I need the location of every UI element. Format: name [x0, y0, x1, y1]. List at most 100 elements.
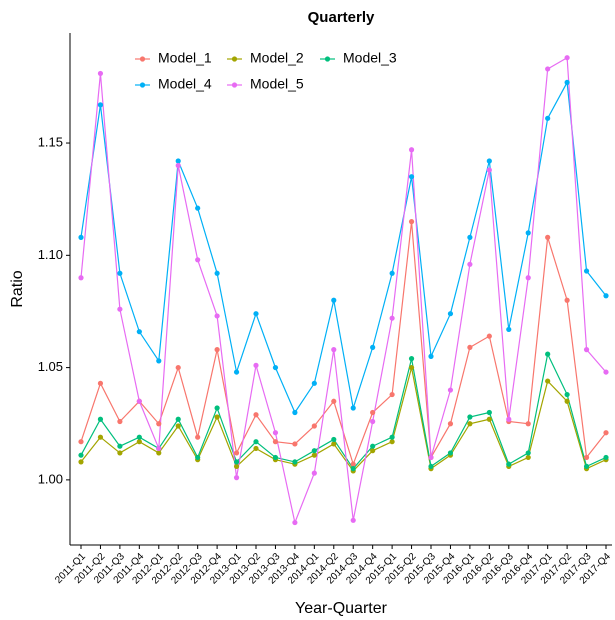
data-point — [389, 439, 395, 445]
data-point — [603, 293, 609, 299]
data-point — [78, 275, 84, 281]
legend-key-dot — [324, 56, 331, 62]
legend-key-dot — [139, 82, 146, 88]
data-point — [583, 268, 590, 274]
data-point — [564, 297, 570, 303]
y-tick-label: 1.00 — [38, 471, 63, 486]
data-point — [545, 115, 551, 121]
chart-title: Quarterly — [308, 9, 375, 26]
data-point — [78, 459, 84, 465]
data-point — [428, 353, 434, 359]
data-point — [389, 391, 395, 398]
x-axis-label: Year-Quarter — [295, 600, 388, 617]
data-point — [253, 311, 259, 317]
data-point — [428, 454, 434, 461]
data-point — [272, 454, 279, 461]
data-point — [331, 441, 337, 447]
data-point — [292, 459, 298, 465]
data-point — [195, 205, 201, 211]
data-point — [370, 418, 376, 425]
y-tick-label: 1.10 — [38, 247, 63, 262]
data-point — [525, 454, 531, 461]
data-point — [525, 421, 531, 427]
data-point — [78, 452, 84, 458]
data-point — [233, 475, 240, 481]
legend-label: Model_4 — [158, 76, 212, 92]
data-point — [175, 423, 181, 429]
data-point — [564, 398, 570, 404]
data-point — [447, 387, 454, 393]
data-point — [603, 430, 609, 436]
data-point — [292, 409, 298, 416]
data-point — [486, 409, 492, 416]
data-point — [233, 369, 240, 375]
data-point — [350, 405, 356, 411]
data-point — [331, 297, 337, 303]
data-point — [175, 416, 181, 422]
data-point — [408, 174, 415, 180]
series-line — [80, 367, 607, 472]
data-point — [525, 230, 531, 236]
data-point — [272, 439, 279, 445]
legend-key-dot — [231, 82, 238, 88]
data-point — [603, 454, 609, 461]
data-point — [370, 448, 376, 454]
data-point — [97, 416, 104, 422]
data-point — [467, 234, 473, 240]
data-point — [311, 470, 317, 476]
data-point — [408, 219, 415, 225]
data-point — [408, 364, 415, 371]
data-point — [564, 391, 570, 398]
data-point — [117, 418, 123, 425]
data-point — [311, 380, 317, 386]
series-line — [80, 56, 607, 525]
data-point — [545, 378, 551, 384]
data-point — [214, 313, 220, 319]
y-axis-label: Ratio — [9, 270, 26, 307]
data-point — [583, 463, 590, 470]
data-point — [506, 326, 512, 333]
data-point — [467, 414, 473, 420]
data-point — [136, 398, 142, 404]
data-point — [564, 79, 570, 86]
data-point — [233, 459, 240, 465]
data-point — [78, 234, 84, 240]
data-point — [311, 452, 317, 458]
data-point — [603, 369, 609, 375]
series-line — [80, 352, 607, 470]
data-point — [117, 450, 123, 456]
data-point — [486, 333, 492, 339]
data-point — [311, 448, 317, 454]
data-point — [331, 398, 337, 404]
data-point — [195, 454, 201, 461]
data-point — [370, 409, 376, 416]
data-point — [545, 66, 551, 72]
data-point — [389, 315, 395, 321]
data-point — [447, 450, 454, 456]
data-point — [447, 311, 454, 317]
legend-label: Model_5 — [250, 76, 304, 92]
data-point — [214, 347, 220, 353]
data-point — [428, 463, 434, 470]
data-point — [545, 234, 551, 240]
data-point — [117, 443, 123, 449]
y-tick-label: 1.05 — [38, 359, 63, 374]
data-point — [97, 380, 104, 386]
data-point — [350, 461, 356, 467]
data-point — [370, 344, 376, 350]
data-point — [408, 356, 415, 362]
data-point — [486, 167, 492, 173]
data-point — [467, 344, 473, 350]
data-point — [214, 270, 220, 276]
legend-key-dot — [231, 56, 238, 62]
y-tick-label: 1.15 — [38, 134, 63, 149]
data-point — [156, 421, 162, 427]
data-point — [292, 519, 298, 526]
data-point — [486, 416, 492, 422]
data-point — [253, 439, 259, 445]
data-point — [350, 466, 356, 472]
data-point — [370, 443, 376, 449]
data-point — [136, 329, 142, 335]
data-point — [525, 275, 531, 281]
